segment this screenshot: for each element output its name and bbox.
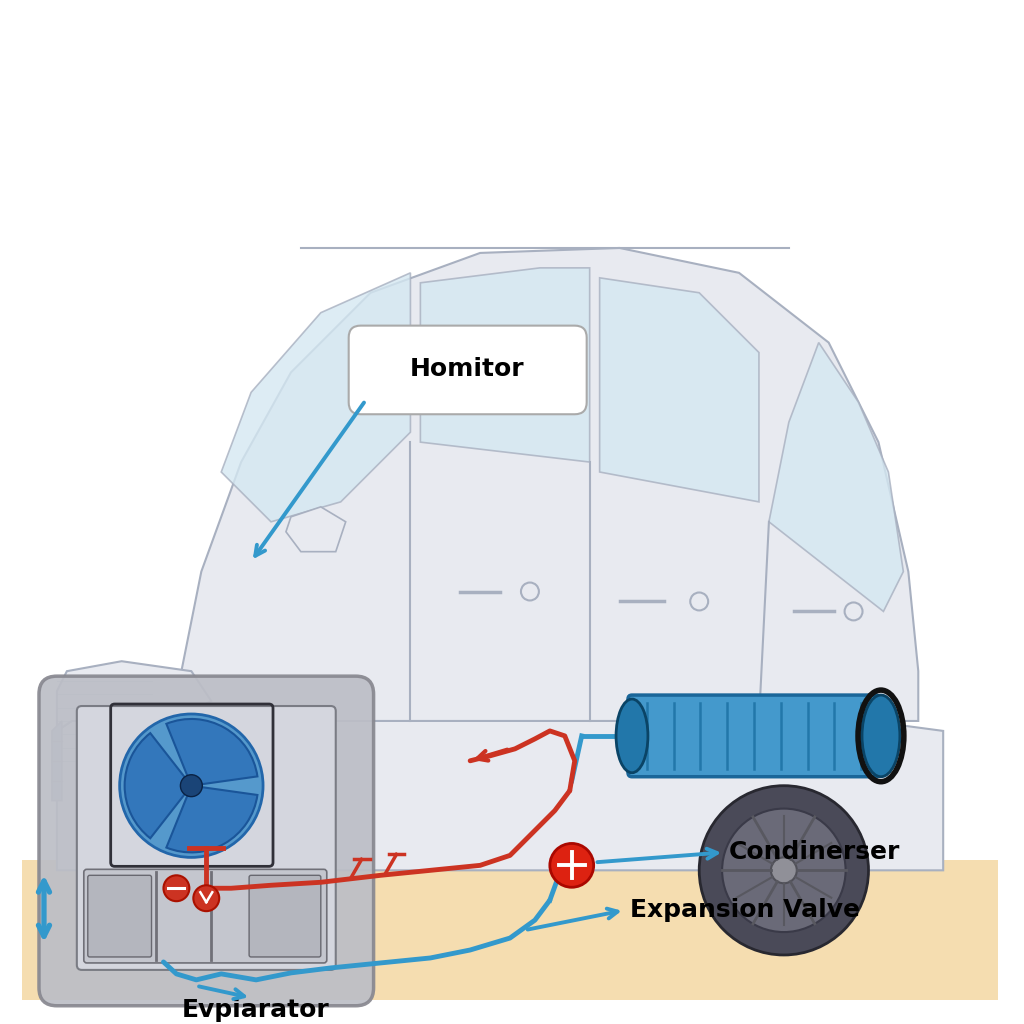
Polygon shape: [421, 268, 590, 462]
Wedge shape: [166, 719, 257, 785]
Polygon shape: [72, 248, 919, 721]
Circle shape: [127, 785, 296, 955]
Circle shape: [164, 876, 189, 901]
Circle shape: [150, 809, 273, 932]
Circle shape: [771, 857, 797, 884]
Polygon shape: [769, 343, 903, 611]
Polygon shape: [600, 278, 759, 502]
Polygon shape: [221, 272, 411, 522]
Circle shape: [550, 844, 594, 887]
FancyBboxPatch shape: [39, 676, 374, 1006]
FancyBboxPatch shape: [628, 695, 880, 777]
Circle shape: [722, 809, 846, 932]
Ellipse shape: [616, 699, 648, 773]
Wedge shape: [125, 733, 191, 839]
FancyBboxPatch shape: [249, 876, 321, 957]
Text: Expansion Valve: Expansion Valve: [630, 898, 859, 923]
Polygon shape: [52, 721, 61, 801]
Polygon shape: [286, 507, 346, 552]
Circle shape: [180, 775, 203, 797]
Polygon shape: [23, 860, 998, 999]
Wedge shape: [166, 785, 257, 852]
FancyBboxPatch shape: [84, 869, 327, 963]
Polygon shape: [57, 662, 211, 731]
Text: Condinerser: Condinerser: [729, 841, 900, 864]
FancyBboxPatch shape: [77, 706, 336, 970]
Ellipse shape: [862, 695, 900, 777]
Circle shape: [699, 785, 868, 955]
Circle shape: [194, 886, 219, 911]
Polygon shape: [57, 721, 943, 870]
FancyBboxPatch shape: [349, 326, 587, 415]
Circle shape: [199, 857, 224, 884]
Text: Evpiarator: Evpiarator: [182, 997, 330, 1022]
Text: Homitor: Homitor: [410, 357, 524, 382]
FancyBboxPatch shape: [88, 876, 152, 957]
Circle shape: [120, 714, 263, 857]
